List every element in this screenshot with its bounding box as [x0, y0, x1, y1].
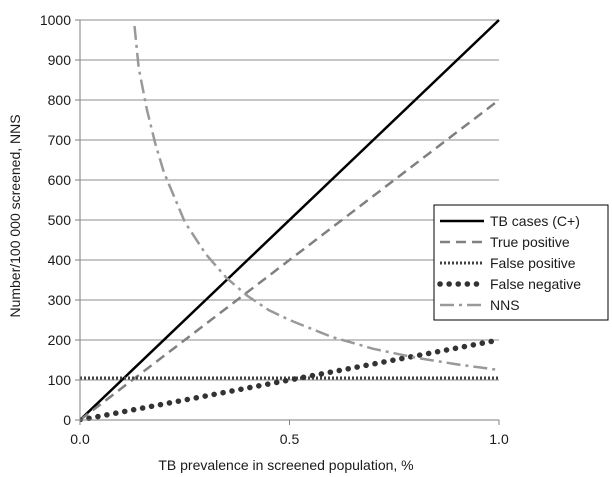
- x-axis-title: TB prevalence in screened population, %: [158, 457, 413, 473]
- series-line-tb-cases-c: [80, 19, 500, 421]
- legend-label-false-positive: False positive: [490, 255, 576, 271]
- legend-label-true-positive: True positive: [490, 234, 570, 250]
- y-axis-title: Number/100 000 screened, NNS: [7, 114, 23, 317]
- y-tick-label-100: 100: [48, 372, 72, 388]
- y-tick-label-700: 700: [48, 132, 72, 148]
- series-lines: [80, 19, 501, 422]
- x-tick-label-0.5: 0.5: [280, 431, 300, 447]
- series-line-nns: [133, 25, 500, 372]
- y-tick-label-1000: 1000: [40, 12, 71, 28]
- y-tick-label-500: 500: [48, 212, 72, 228]
- legend-label-false-negative: False negative: [490, 276, 581, 292]
- y-tick-label-0: 0: [63, 412, 71, 428]
- y-tick-label-800: 800: [48, 92, 72, 108]
- y-tick-label-200: 200: [48, 332, 72, 348]
- y-tick-label-600: 600: [48, 172, 72, 188]
- tick-labels: 0 100 200 300 400 500 600 700 800 900 1000 0.0 0.5 1.…: [40, 12, 509, 447]
- y-tick-label-900: 900: [48, 52, 72, 68]
- series-line-true-positive: [80, 99, 500, 421]
- x-tick-label-0.0: 0.0: [70, 431, 90, 447]
- series-line-false-negative: [80, 337, 501, 422]
- x-tick-label-1.0: 1.0: [489, 431, 509, 447]
- legend-label-tb-cases-c: TB cases (C+): [490, 213, 580, 229]
- axes: [75, 19, 500, 425]
- y-tick-label-300: 300: [48, 292, 72, 308]
- y-tick-label-400: 400: [48, 252, 72, 268]
- legend-box: [433, 204, 609, 321]
- legend: TB cases (C+) True positive False positive…: [433, 204, 609, 321]
- gridlines: [80, 19, 499, 381]
- legend-label-nns: NNS: [490, 297, 520, 313]
